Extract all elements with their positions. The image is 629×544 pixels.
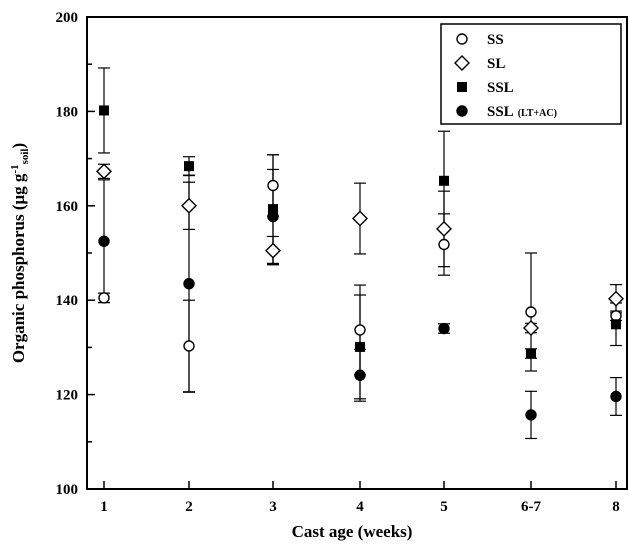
marker-ss bbox=[98, 292, 110, 304]
marker-ssl-lt-ac bbox=[525, 409, 537, 421]
x-tick-label: 6-7 bbox=[521, 499, 541, 515]
x-axis-ticks: 1 2 3 4 5 6-7 8 bbox=[100, 481, 620, 515]
y-tick-label: 200 bbox=[56, 10, 79, 26]
legend-label: SL bbox=[487, 56, 505, 72]
y-axis-title-sub: soil bbox=[19, 149, 31, 165]
marker-ssl-lt-ac bbox=[354, 369, 366, 381]
marker-ss bbox=[354, 324, 366, 336]
x-tick-label: 1 bbox=[100, 499, 108, 515]
marker-ss bbox=[456, 33, 468, 45]
marker-ssl-lt-ac bbox=[456, 105, 468, 117]
legend-label-sub: (LT+AC) bbox=[518, 108, 557, 119]
y-tick-label: 140 bbox=[56, 293, 79, 309]
x-tick-label: 5 bbox=[440, 499, 448, 515]
legend-box bbox=[440, 23, 622, 125]
marker-sl bbox=[265, 242, 281, 259]
marker-ssl-lt-ac bbox=[98, 235, 110, 247]
marker-sl bbox=[96, 163, 112, 180]
marker-ssl bbox=[611, 319, 621, 330]
marker-ssl bbox=[439, 175, 449, 186]
marker-ssl-lt-ac bbox=[438, 322, 450, 335]
marker-ssl bbox=[355, 341, 365, 352]
marker-ssl-lt-ac bbox=[183, 277, 195, 290]
marker-ssl bbox=[184, 161, 194, 172]
marker-ssl bbox=[526, 348, 536, 359]
marker-ss bbox=[267, 179, 279, 192]
x-axis-title: Cast age (weeks) bbox=[292, 522, 413, 541]
legend: SS SL SSL SSL (LT+AC) bbox=[440, 23, 622, 125]
marker-sl bbox=[608, 290, 624, 307]
marker-ssl bbox=[99, 105, 109, 116]
marker-sl bbox=[454, 55, 470, 71]
marker-ssl bbox=[457, 82, 467, 92]
y-axis-title: Organic phosphorus (μg g-1soil) bbox=[9, 143, 31, 363]
marker-sl bbox=[523, 320, 539, 337]
marker-ssl bbox=[268, 204, 278, 215]
legend-label: SSL (LT+AC) bbox=[487, 104, 557, 120]
y-tick-label: 180 bbox=[56, 104, 79, 120]
marker-sl bbox=[352, 210, 368, 227]
data-marks bbox=[96, 67, 624, 440]
y-axis-title-sup: -1 bbox=[9, 164, 21, 173]
marker-ssl-lt-ac bbox=[267, 210, 279, 223]
y-tick-label: 100 bbox=[56, 482, 79, 498]
x-tick-label: 2 bbox=[185, 499, 193, 515]
marker-ssl-lt-ac bbox=[610, 390, 622, 403]
y-axis-ticks: 100 120 140 160 180 200 bbox=[56, 10, 95, 498]
legend-label: SSL bbox=[487, 80, 514, 96]
x-tick-label: 3 bbox=[269, 499, 277, 515]
x-tick-label: 8 bbox=[612, 499, 620, 515]
marker-sl bbox=[436, 220, 452, 237]
y-tick-label: 160 bbox=[56, 199, 79, 215]
legend-label: SS bbox=[487, 32, 504, 48]
y-tick-label: 120 bbox=[56, 388, 79, 404]
marker-sl bbox=[181, 197, 197, 214]
marker-ss bbox=[438, 238, 450, 251]
x-tick-label: 4 bbox=[356, 499, 364, 515]
marker-ss bbox=[525, 306, 537, 318]
y-axis-title-close: ) bbox=[9, 143, 28, 149]
marker-ss bbox=[183, 340, 195, 352]
